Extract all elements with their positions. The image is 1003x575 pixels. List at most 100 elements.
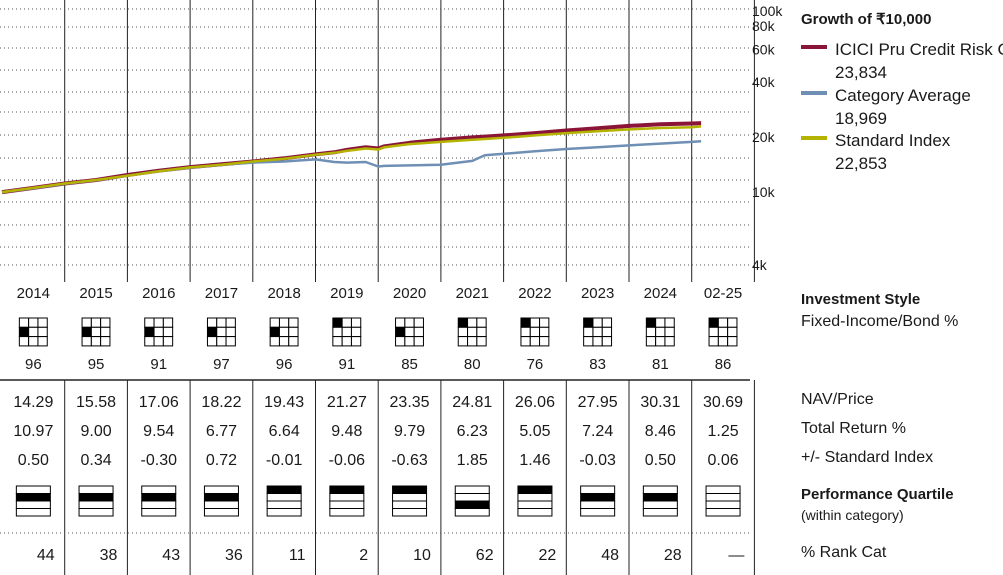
style-box-cell: [457, 317, 469, 328]
year-label: 02-25: [704, 285, 742, 302]
style-box-cell: [601, 326, 613, 338]
style-box-cell: [28, 317, 39, 328]
quartile-segment: [266, 500, 302, 509]
quartile-segment: [141, 493, 177, 502]
stat-value: 9.00: [80, 423, 111, 440]
rank-value: 28: [664, 547, 682, 564]
stat-label-nav: NAV/Price: [801, 391, 874, 408]
quartile-segment: [15, 493, 51, 502]
stat-value: 1.46: [519, 452, 550, 469]
style-box-cell: [100, 317, 111, 328]
style-box-cell: [601, 317, 613, 328]
style-box-cell: [144, 326, 155, 338]
style-box-cell: [592, 336, 603, 347]
style-box-cell: [655, 317, 666, 328]
style-box: [332, 317, 362, 347]
legend-swatch-1: [801, 45, 827, 49]
quartile-bar: [78, 485, 114, 517]
style-box-cell: [100, 336, 111, 347]
stat-value: -0.63: [391, 452, 428, 469]
quartile-segment: [329, 493, 365, 502]
style-box-cell: [28, 336, 39, 347]
year-label: 2017: [205, 285, 238, 302]
legend-series-value: 18,969: [835, 109, 887, 128]
quartile-segment: [580, 500, 616, 509]
legend-series-name: ICICI Pru Credit Risk Gr: [835, 40, 1003, 59]
quartile-segment: [517, 508, 553, 517]
stat-value: 9.48: [331, 423, 362, 440]
style-box-cell: [539, 326, 550, 338]
style-box-cell: [206, 326, 218, 338]
style-box-cell: [288, 336, 299, 347]
y-tick-label: 10k: [752, 184, 776, 200]
style-box-cell: [520, 317, 531, 328]
style-box: [708, 317, 738, 347]
quartile-segment: [392, 485, 428, 494]
style-box-cell: [225, 326, 236, 338]
quartile-bar: [454, 485, 490, 517]
style-box-cell: [717, 336, 729, 347]
quartile-segment: [705, 508, 741, 517]
style-box-cell: [90, 317, 102, 328]
style-box-cell: [592, 317, 603, 328]
style-box-cell: [645, 336, 657, 347]
stat-value: 30.31: [640, 394, 680, 411]
stat-value: 26.06: [515, 394, 555, 411]
quartile-segment: [329, 485, 365, 494]
bond-percent-value: 81: [652, 356, 669, 373]
bond-percent-value: 86: [715, 356, 732, 373]
quartile-segment: [15, 508, 51, 517]
rank-value: —: [728, 547, 744, 564]
style-box-cell: [717, 326, 729, 338]
rank-value: 38: [100, 547, 118, 564]
style-box-cell: [404, 317, 415, 328]
stat-value: 9.54: [143, 423, 174, 440]
bond-percent-value: 96: [25, 356, 42, 373]
stat-value: 7.24: [582, 423, 613, 440]
stat-value: 0.50: [645, 452, 676, 469]
stat-label-total-return: Total Return %: [801, 420, 906, 437]
rank-value: 11: [289, 547, 306, 564]
quartile-segment: [141, 485, 177, 494]
stat-label-vs-index: +/- Standard Index: [801, 449, 934, 466]
quartile-segment: [203, 508, 239, 517]
style-box-cell: [278, 326, 290, 338]
stat-value: 9.79: [394, 423, 425, 440]
quartile-segment: [517, 493, 553, 502]
rank-value: 10: [413, 547, 431, 564]
stat-value: -0.03: [579, 452, 616, 469]
legend-series-value: 23,834: [835, 63, 887, 82]
stat-value: 0.72: [206, 452, 237, 469]
style-box: [18, 317, 48, 347]
year-label: 2020: [393, 285, 426, 302]
quartile-segment: [203, 493, 239, 502]
bond-percent-value: 95: [88, 356, 105, 373]
year-label: 2022: [518, 285, 551, 302]
style-box-cell: [539, 317, 550, 328]
stat-value: 18.22: [201, 394, 241, 411]
style-box-cell: [476, 317, 487, 328]
style-box-cell: [395, 317, 406, 328]
style-box-cell: [37, 317, 48, 328]
y-tick-label: 40k: [752, 74, 776, 90]
style-box-cell: [395, 336, 406, 347]
style-box-cell: [100, 326, 111, 338]
quartile-segment: [78, 508, 114, 517]
style-box-cell: [90, 336, 102, 347]
style-box-cell: [162, 317, 174, 328]
quartile-bar: [580, 485, 616, 517]
style-box-cell: [664, 326, 675, 338]
quartile-segment: [454, 493, 490, 502]
quartile-segment: [266, 508, 302, 517]
style-box-cell: [153, 326, 164, 338]
style-box-cell: [404, 336, 415, 347]
style-box-cell: [278, 336, 290, 347]
quartile-segment: [642, 493, 678, 502]
style-box-cell: [153, 317, 164, 328]
style-box-cell: [529, 317, 541, 328]
series-line-3: [1, 125, 702, 194]
stat-value: -0.30: [141, 452, 178, 469]
legend-series-name: Standard Index: [835, 131, 951, 150]
style-box-cell: [583, 317, 594, 328]
